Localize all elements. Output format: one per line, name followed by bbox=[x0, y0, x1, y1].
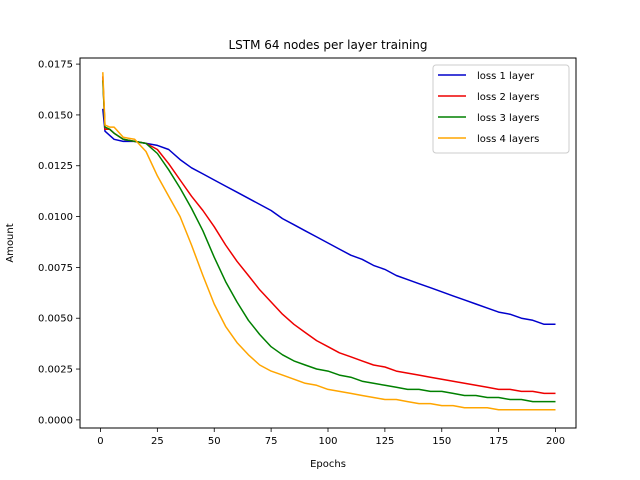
y-tick-label: 0.0075 bbox=[38, 263, 73, 274]
y-tick-label: 0.0000 bbox=[38, 415, 73, 426]
legend: loss 1 layer loss 2 layers loss 3 layers lo… bbox=[432, 64, 570, 154]
y-tick-label: 0.0025 bbox=[38, 365, 73, 376]
x-tick-label: 100 bbox=[318, 436, 337, 447]
legend-label-1: loss 1 layer bbox=[477, 71, 535, 82]
x-tick-label: 75 bbox=[265, 436, 278, 447]
x-tick-label: 200 bbox=[546, 436, 565, 447]
x-tick-label: 175 bbox=[489, 436, 508, 447]
y-tick-label: 0.0100 bbox=[38, 212, 73, 223]
legend-label-4: loss 4 layers bbox=[477, 134, 539, 145]
legend-label-2: loss 2 layers bbox=[477, 92, 539, 103]
legend-frame bbox=[432, 64, 570, 154]
chart-title: LSTM 64 nodes per layer training bbox=[228, 38, 427, 52]
x-tick-label: 25 bbox=[151, 436, 164, 447]
x-axis-label: Epochs bbox=[310, 459, 346, 470]
series-line-2 bbox=[102, 76, 556, 395]
series-line-3 bbox=[102, 80, 556, 403]
y-tick-label: 0.0050 bbox=[38, 314, 73, 325]
y-axis-label: Amount bbox=[5, 223, 16, 262]
y-tick-label: 0.0175 bbox=[38, 60, 73, 71]
series-line-4 bbox=[102, 72, 556, 411]
x-axis: 0 25 50 75 100 125 150 175 200 bbox=[97, 428, 565, 447]
plot-lines bbox=[102, 72, 556, 411]
legend-label-3: loss 3 layers bbox=[477, 113, 539, 124]
series-line-1 bbox=[102, 108, 556, 326]
x-tick-label: 0 bbox=[97, 436, 103, 447]
x-tick-label: 150 bbox=[432, 436, 451, 447]
y-tick-label: 0.0150 bbox=[38, 110, 73, 121]
x-tick-label: 125 bbox=[375, 436, 394, 447]
y-tick-label: 0.0125 bbox=[38, 161, 73, 172]
y-axis: 0.0000 0.0025 0.0050 0.0075 0.0100 0.0125 0.01… bbox=[38, 60, 80, 426]
x-tick-label: 50 bbox=[208, 436, 221, 447]
